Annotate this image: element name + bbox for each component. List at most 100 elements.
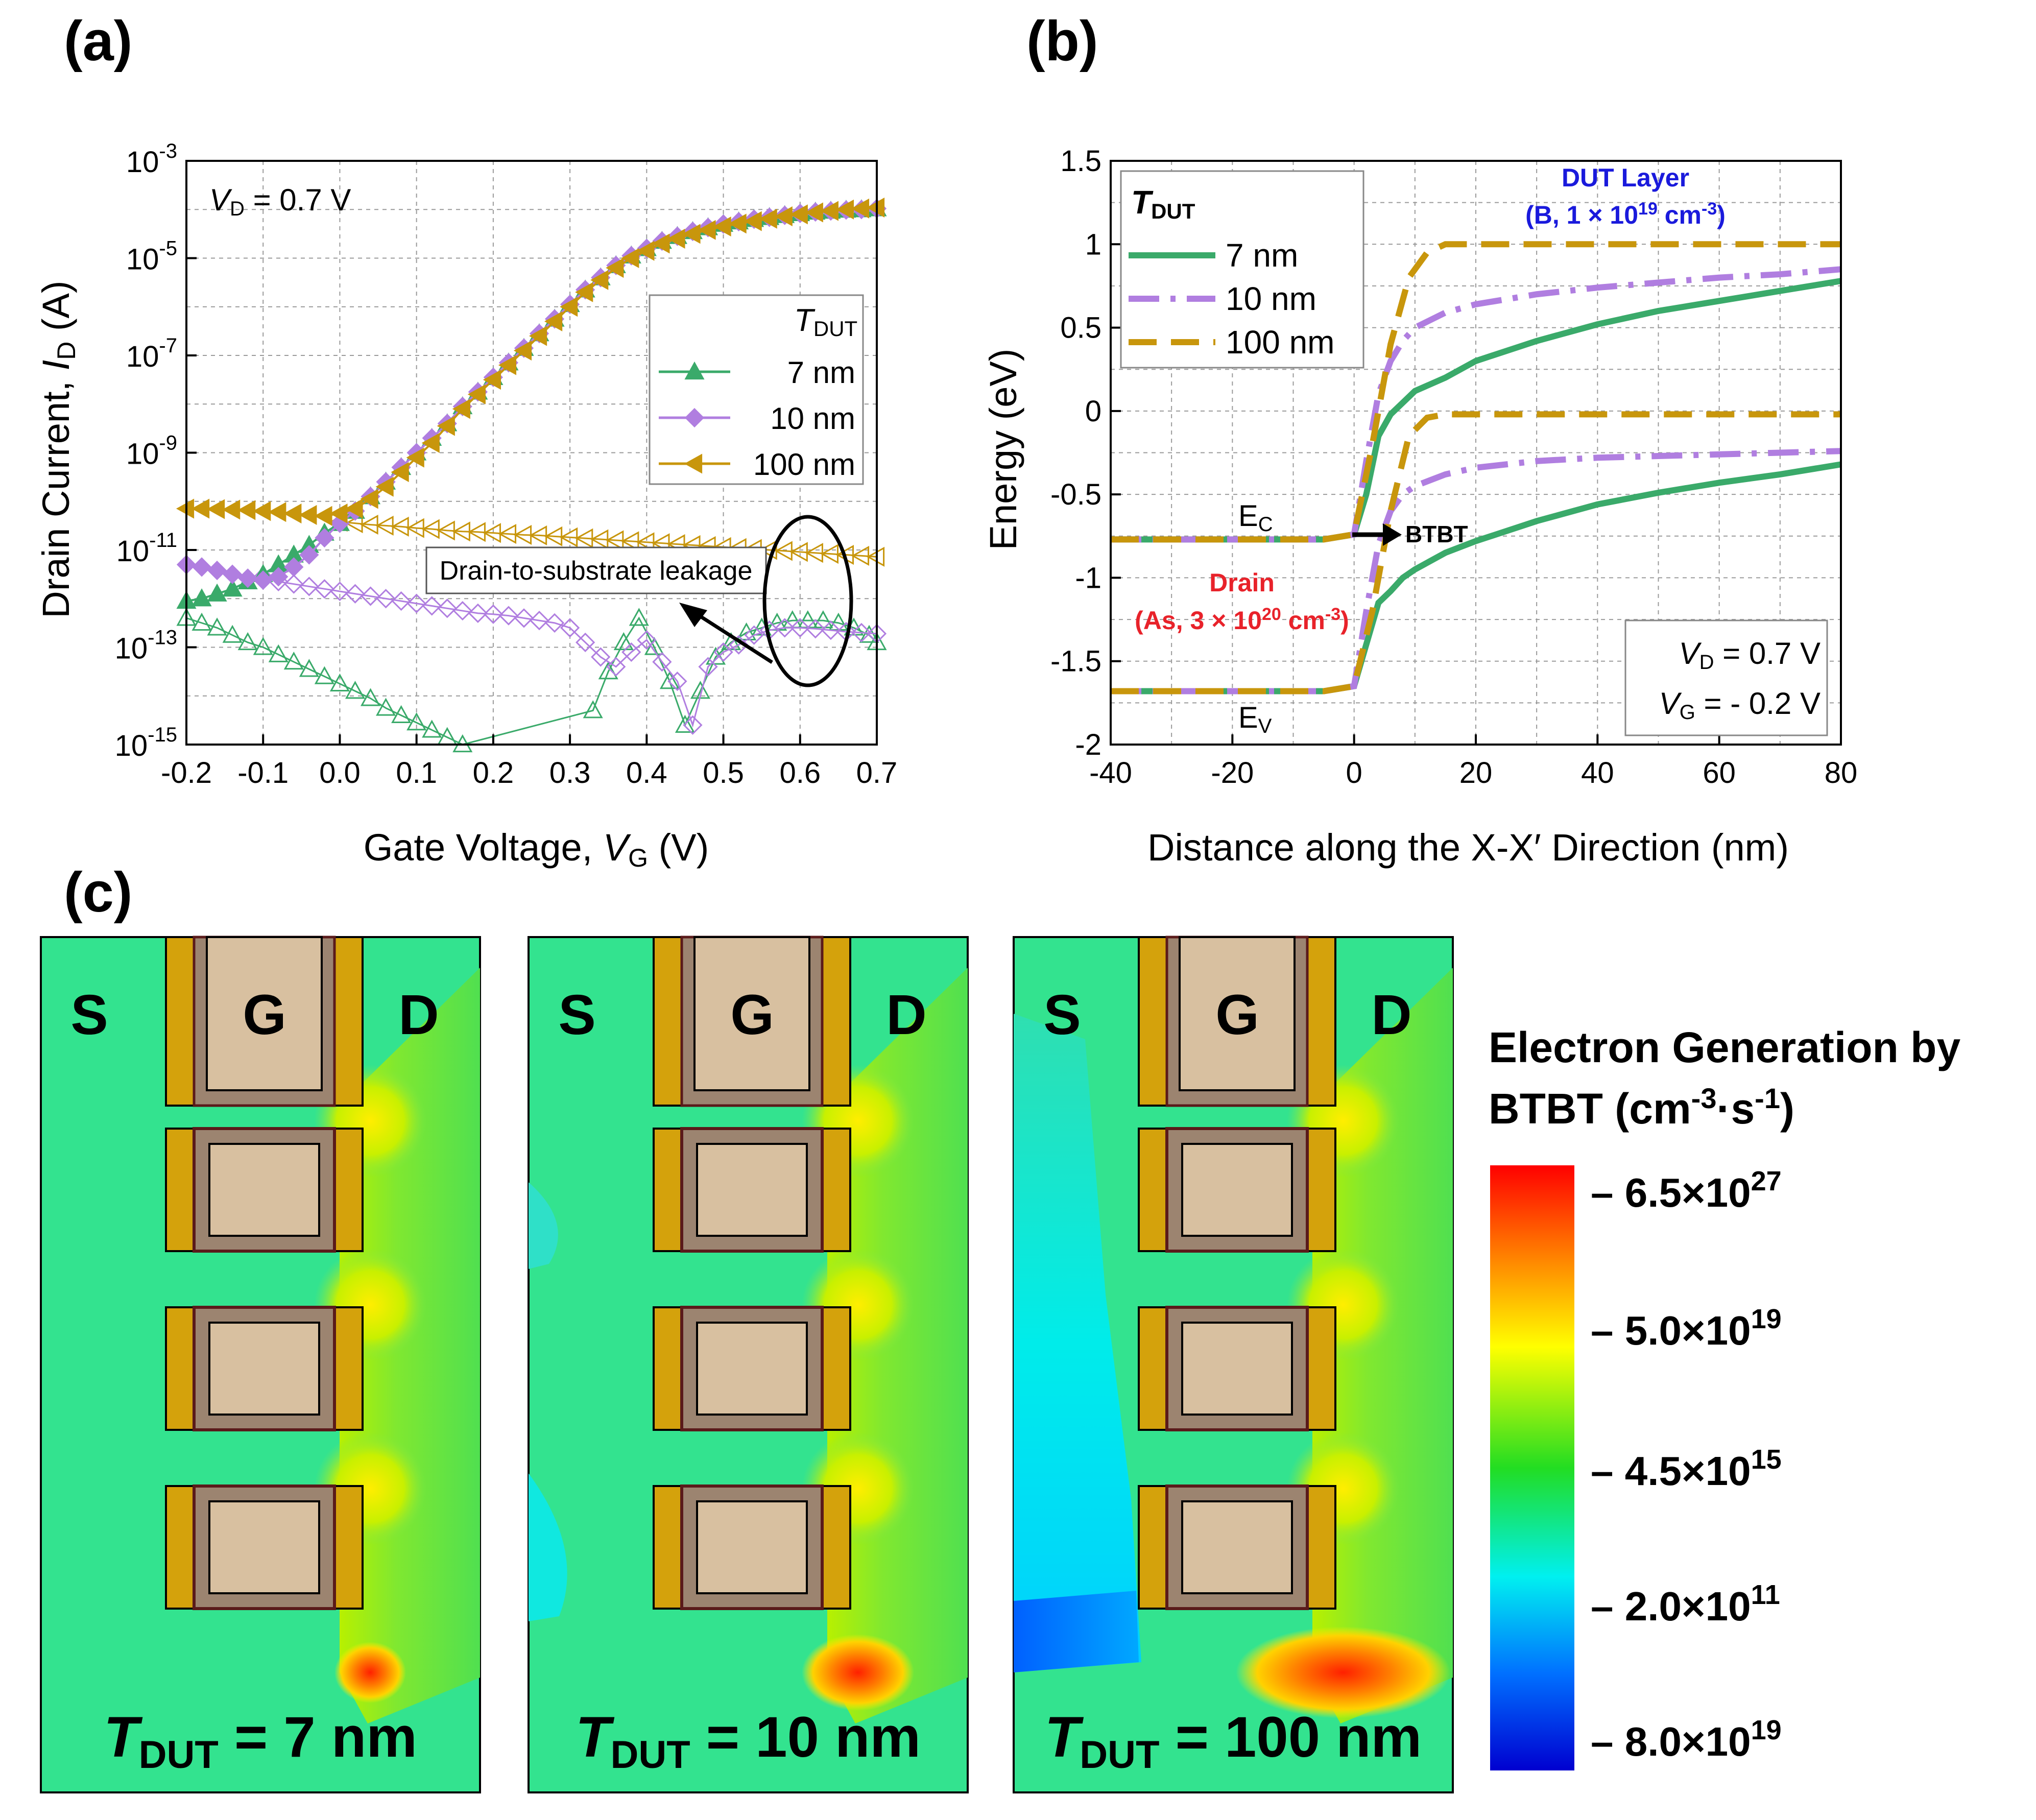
chart-b-line-ec bbox=[1111, 266, 1841, 543]
colorbar-title-line2: BTBT (cm-3·s-1) bbox=[1489, 1082, 1794, 1133]
gate-electrode bbox=[206, 936, 323, 1091]
chart-a-point-off bbox=[529, 610, 549, 631]
chart-a-point-off bbox=[859, 625, 879, 643]
thickness-label: TDUT = 100 nm bbox=[1045, 1705, 1422, 1777]
chart-a-point-off bbox=[222, 625, 243, 643]
chart-a-ticks: -0.2 -0.1 0.0 0.1 0.2 0.3 0.4 0.5 0.6 0.7 10-3 10-5… bbox=[115, 140, 898, 789]
chart-a-leakage-ellipse bbox=[762, 515, 853, 687]
chart-a-point-off bbox=[437, 598, 457, 618]
chart-a-point-off bbox=[805, 619, 825, 639]
chart-a-leakage-callout: Drain-to-substrate leakage bbox=[425, 515, 853, 687]
chart-a-point-off bbox=[268, 644, 289, 662]
gate-electrode bbox=[696, 1143, 808, 1237]
chart-a-point-off bbox=[207, 617, 227, 636]
chart-a-point-on bbox=[253, 570, 273, 590]
chart-a-point-off bbox=[498, 606, 519, 626]
gate-spacer bbox=[653, 936, 683, 1107]
chart-a-point-on bbox=[744, 211, 762, 231]
chart-a-point-on bbox=[667, 228, 685, 249]
thickness-label: TDUT = 10 nm bbox=[576, 1705, 921, 1777]
chart-a-point-on bbox=[329, 504, 348, 524]
chart-a-point-off bbox=[659, 671, 680, 689]
chart-b-drain-line1: Drain bbox=[1209, 568, 1275, 597]
source-field-region bbox=[1014, 1591, 1139, 1672]
chart-a-series-line-off bbox=[262, 576, 877, 728]
chart-a-vd-annotation: VD = 0.7 V bbox=[209, 183, 351, 220]
chart-a-point-off bbox=[406, 593, 426, 613]
chart-a-y-tick-label: 10-9 bbox=[126, 432, 177, 471]
panel-a-label: (a) bbox=[64, 10, 132, 73]
chart-a-point-off bbox=[345, 681, 366, 699]
chart-a-point-off bbox=[283, 651, 304, 670]
chart-a-point-off bbox=[721, 632, 741, 651]
chart-a-x-tick-label: 0.4 bbox=[626, 756, 667, 789]
gate-spacer bbox=[821, 1306, 851, 1431]
chart-a-point-off bbox=[621, 642, 641, 662]
chart-b-y-tick-label: -1.5 bbox=[1050, 645, 1101, 678]
chart-a-point-on bbox=[698, 220, 716, 240]
chart-a-y-tick-label: 10-7 bbox=[126, 334, 177, 373]
chart-a-point-on bbox=[223, 564, 243, 584]
chart-a-point-on bbox=[391, 462, 409, 483]
gate-spacer bbox=[165, 936, 195, 1107]
chart-a-point-on bbox=[682, 224, 701, 244]
chart-a-point-on bbox=[421, 433, 440, 453]
chart-b-x-tick-label: 0 bbox=[1346, 756, 1362, 789]
chart-a-x-tick-label: 0.5 bbox=[703, 756, 744, 789]
drain-label: D bbox=[1371, 984, 1411, 1046]
chart-a-y-axis-label: Drain Current, ID (A) bbox=[35, 280, 81, 618]
gate-electrode bbox=[696, 1322, 808, 1416]
gate-spacer bbox=[1138, 936, 1168, 1107]
chart-a-point-on bbox=[728, 213, 747, 234]
chart-a-y-tick-label: 10-15 bbox=[115, 724, 177, 762]
panel-c: S G D TDUT = 7 nm S G D TDUT = 10 nm S G D TDUT = 1… bbox=[40, 936, 1454, 1793]
device-panel: S G D TDUT = 7 nm bbox=[40, 936, 481, 1793]
gate-electrode bbox=[208, 1500, 320, 1594]
chart-a-point-on bbox=[345, 498, 363, 519]
chart-b-btbt-label: BTBT bbox=[1405, 521, 1468, 547]
colorbar-gradient bbox=[1490, 1165, 1574, 1770]
chart-b-y-tick-label: -1 bbox=[1075, 561, 1101, 594]
chart-b-legend-label: 100 nm bbox=[1226, 324, 1334, 361]
chart-b-bias-box: VD = 0.7 V VG = - 0.2 V bbox=[1624, 619, 1828, 736]
chart-a-point-off bbox=[813, 610, 833, 629]
gate-spacer bbox=[653, 1485, 683, 1610]
chart-b-btbt-arrow bbox=[1352, 523, 1402, 546]
chart-a-point-off bbox=[391, 591, 411, 611]
chart-a-point-off bbox=[315, 579, 334, 599]
gate-spacer bbox=[1138, 1485, 1168, 1610]
chart-a-point-off bbox=[613, 632, 634, 651]
chart-b-x-tick-label: -20 bbox=[1211, 756, 1254, 789]
chart-a-point-on bbox=[238, 568, 258, 588]
chart-a: -0.2 -0.1 0.0 0.1 0.2 0.3 0.4 0.5 0.6 0.7 10-3 10-5… bbox=[35, 140, 897, 872]
chart-b-y-tick-label: -2 bbox=[1075, 728, 1101, 761]
gate-spacer bbox=[1306, 936, 1336, 1107]
gate-label: G bbox=[730, 984, 774, 1046]
chart-a-point-on bbox=[237, 500, 256, 520]
chart-a-point-on bbox=[314, 506, 332, 526]
chart-a-point-off bbox=[391, 516, 409, 537]
chart-a-point-on bbox=[560, 297, 578, 317]
gate-spacer bbox=[165, 1485, 195, 1610]
device-panel: S G D TDUT = 10 nm bbox=[528, 936, 969, 1793]
chart-a-legend: TDUT 7 nm 10 nm 100 nm bbox=[649, 294, 864, 485]
gate-label: G bbox=[243, 984, 286, 1046]
colorbar-tick-label: – 4.5×1015 bbox=[1591, 1444, 1782, 1494]
chart-b-y-tick-label: 0.5 bbox=[1060, 312, 1101, 345]
chart-b-x-tick-label: 60 bbox=[1703, 756, 1736, 789]
gate-spacer bbox=[333, 1306, 364, 1431]
chart-a-legend-label: 7 nm bbox=[787, 355, 855, 390]
source-label: S bbox=[70, 984, 108, 1046]
chart-a-point-off bbox=[191, 612, 212, 631]
chart-a-point-off bbox=[299, 577, 319, 596]
chart-a-point-on bbox=[284, 557, 304, 577]
gate-spacer bbox=[653, 1128, 683, 1252]
chart-b-x-tick-label: -40 bbox=[1089, 756, 1132, 789]
chart-a-point-off bbox=[637, 630, 657, 650]
chart-a-point-on bbox=[283, 504, 302, 524]
colorbar-title-line1: Electron Generation by bbox=[1489, 1023, 1960, 1071]
chart-b-legend-title: TDUT bbox=[1131, 184, 1195, 223]
chart-a-x-tick-label: -0.2 bbox=[161, 756, 212, 789]
chart-a-point-on bbox=[789, 204, 808, 225]
chart-a-point-on bbox=[774, 206, 793, 227]
